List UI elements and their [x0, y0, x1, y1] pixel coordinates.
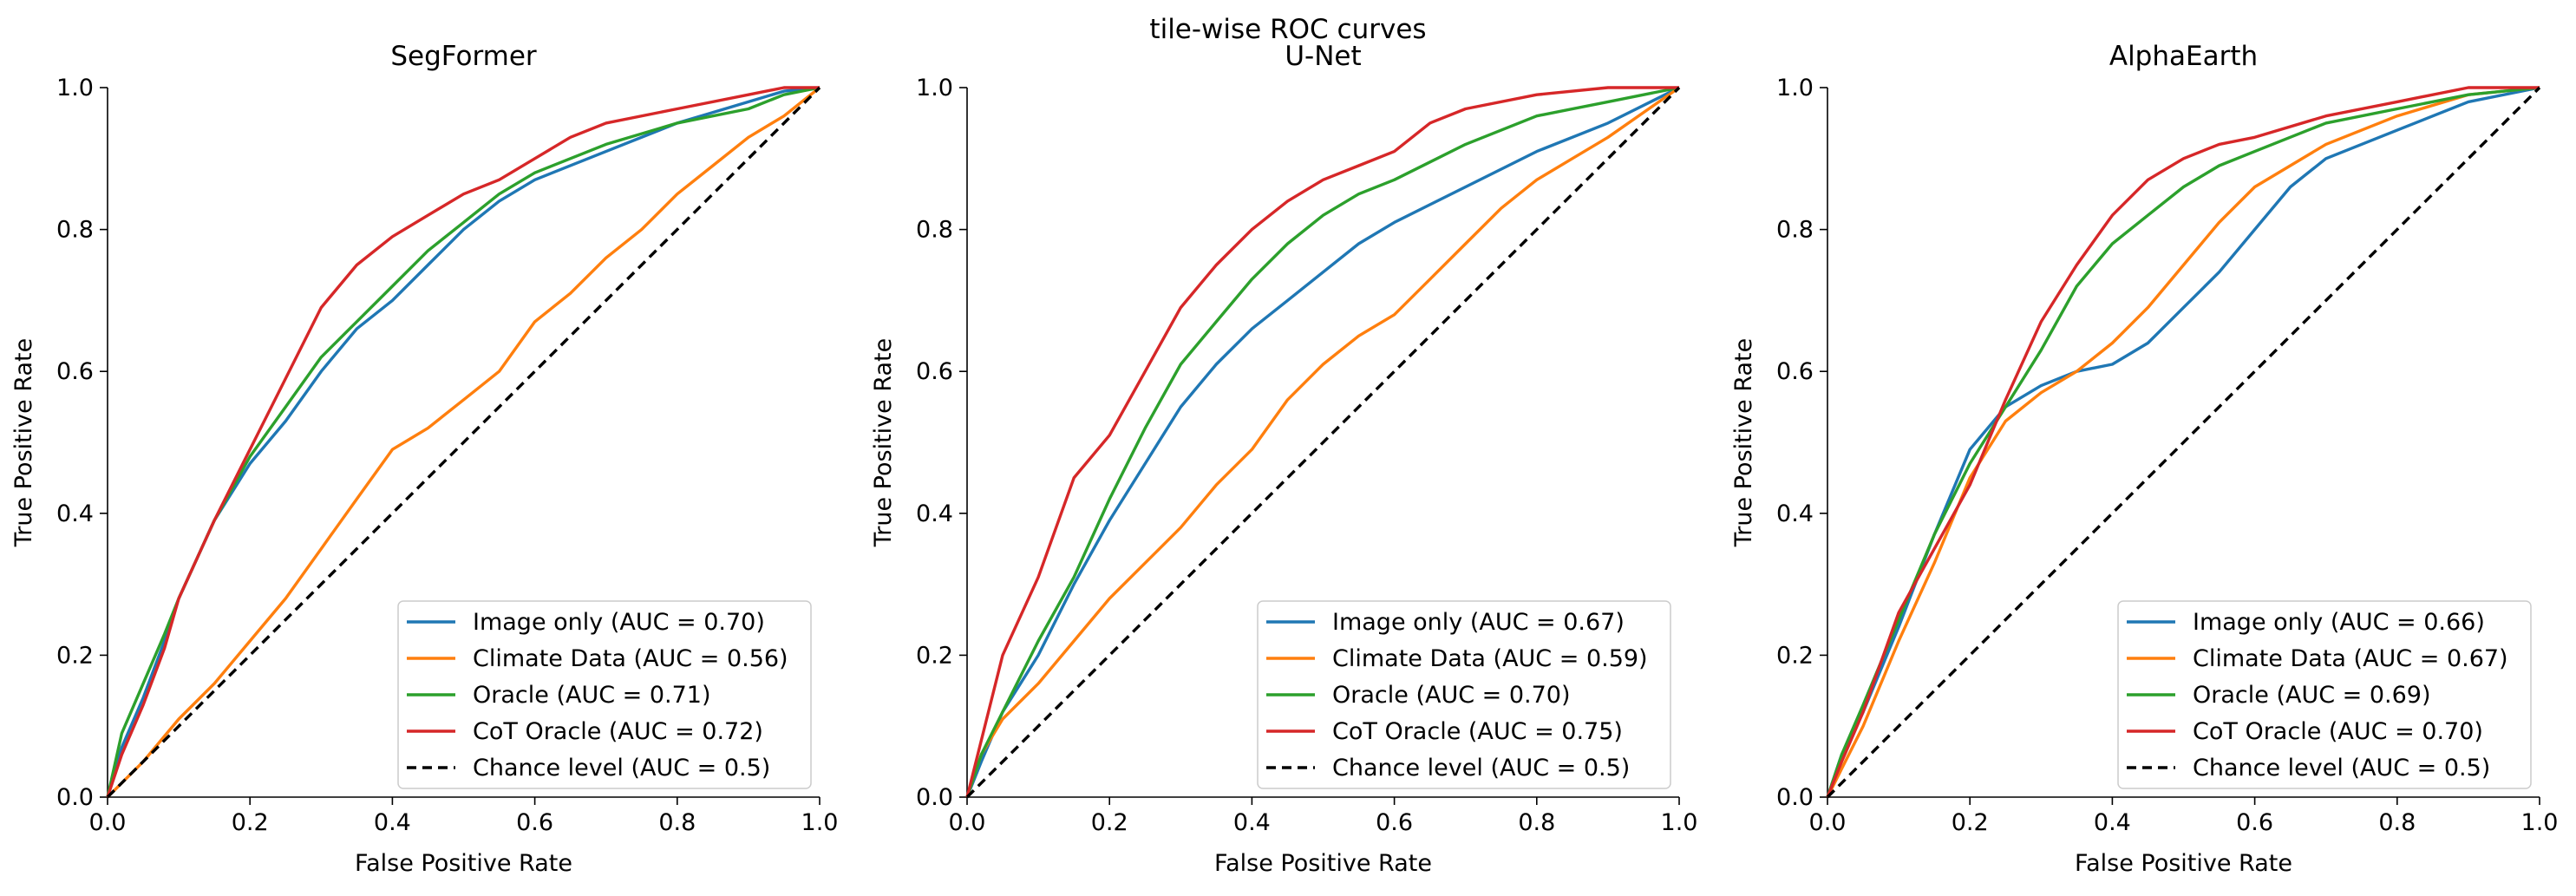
y-tick-label: 0.0: [56, 784, 94, 811]
roc-line-cot: [106, 86, 820, 798]
x-tick-label: 1.0: [2521, 809, 2559, 836]
roc-line-image: [1826, 86, 2540, 798]
roc-panel-0: SegFormer 0.0 0.2 0.4 0.6 0.8 1.0 0.0 0.2 0.4 0.6 0…: [10, 41, 838, 877]
figure-suptitle: tile-wise ROC curves: [1149, 14, 1426, 45]
x-tick-label: 0.4: [1233, 809, 1271, 836]
y-tick-label: 0.6: [1776, 358, 1814, 385]
roc-line-oracle: [1826, 86, 2540, 798]
legend-label-climate: Climate Data (AUC = 0.59): [1332, 645, 1648, 672]
x-axis-label: False Positive Rate: [2075, 850, 2292, 877]
roc-line-oracle: [106, 86, 821, 798]
legend-label-climate: Climate Data (AUC = 0.67): [2193, 645, 2508, 672]
x-tick-label: 0.0: [1809, 809, 1847, 836]
y-tick-label: 0.8: [916, 217, 953, 244]
roc-line-cot: [965, 86, 1679, 798]
legend-label-climate: Climate Data (AUC = 0.56): [473, 645, 788, 672]
x-axis-label: False Positive Rate: [355, 850, 572, 877]
roc-line-chance: [1826, 86, 2541, 799]
legend-label-image: Image only (AUC = 0.66): [2193, 609, 2485, 636]
y-tick-label: 0.2: [1776, 642, 1814, 669]
x-tick-label: 0.2: [1091, 809, 1128, 836]
x-tick-label: 1.0: [801, 809, 839, 836]
legend-box: [397, 600, 812, 789]
x-tick-label: 0.8: [1518, 809, 1555, 836]
panel-title: AlphaEarth: [2109, 41, 2258, 72]
x-tick-label: 0.6: [516, 809, 553, 836]
legend-box: [1257, 600, 1671, 789]
roc-line-climate: [965, 86, 1680, 798]
roc-line-oracle: [965, 86, 1680, 798]
legend-label-oracle: Oracle (AUC = 0.70): [1332, 682, 1571, 709]
legend-label-image: Image only (AUC = 0.67): [1332, 609, 1625, 636]
roc-panel-2: AlphaEarth 0.0 0.2 0.4 0.6 0.8 1.0 0.0 0.2 0.4 0.6…: [1730, 41, 2558, 877]
roc-line-cot: [1826, 86, 2540, 798]
x-tick-label: 0.0: [949, 809, 986, 836]
legend-label-chance: Chance level (AUC = 0.5): [1332, 755, 1630, 782]
x-tick-label: 0.4: [2094, 809, 2131, 836]
legend-label-cot: CoT Oracle (AUC = 0.72): [473, 718, 763, 745]
y-tick-label: 0.4: [1776, 500, 1814, 527]
y-axis-label: True Positive Rate: [870, 338, 897, 548]
legend-label-oracle: Oracle (AUC = 0.71): [473, 682, 711, 709]
x-tick-label: 0.0: [89, 809, 127, 836]
panel-title: SegFormer: [390, 41, 537, 72]
legend-box: [2117, 600, 2532, 789]
y-tick-label: 1.0: [1776, 75, 1814, 101]
roc-line-chance: [106, 86, 821, 799]
x-tick-label: 0.2: [232, 809, 269, 836]
x-tick-label: 0.8: [658, 809, 696, 836]
y-tick-label: 0.4: [56, 500, 94, 527]
y-tick-label: 0.6: [916, 358, 953, 385]
y-tick-label: 1.0: [56, 75, 94, 101]
y-tick-label: 0.6: [56, 358, 94, 385]
y-tick-label: 0.0: [916, 784, 953, 811]
y-axis-label: True Positive Rate: [10, 338, 37, 548]
x-axis-label: False Positive Rate: [1214, 850, 1432, 877]
x-tick-label: 1.0: [1661, 809, 1698, 836]
roc-line-chance: [965, 86, 1681, 799]
panel-title: U-Net: [1285, 41, 1361, 72]
y-axis-label: True Positive Rate: [1730, 338, 1757, 548]
roc-panel-1: U-Net 0.0 0.2 0.4 0.6 0.8 1.0 0.0 0.2 0.4 0.6 0.8 1.…: [870, 41, 1697, 877]
x-tick-label: 0.4: [374, 809, 411, 836]
y-tick-label: 0.8: [1776, 217, 1814, 244]
x-tick-label: 0.2: [1952, 809, 1989, 836]
roc-line-climate: [1826, 86, 2540, 798]
legend-label-image: Image only (AUC = 0.70): [473, 609, 765, 636]
y-tick-label: 0.4: [916, 500, 953, 527]
legend-label-oracle: Oracle (AUC = 0.69): [2193, 682, 2431, 709]
y-tick-label: 0.0: [1776, 784, 1814, 811]
y-tick-label: 0.8: [56, 217, 94, 244]
roc-line-image: [965, 86, 1680, 798]
legend-label-chance: Chance level (AUC = 0.5): [473, 755, 770, 782]
roc-line-climate: [106, 86, 821, 799]
x-tick-label: 0.6: [2236, 809, 2273, 836]
y-tick-label: 0.2: [56, 642, 94, 669]
y-tick-label: 1.0: [916, 75, 953, 101]
y-tick-label: 0.2: [916, 642, 953, 669]
legend-label-chance: Chance level (AUC = 0.5): [2193, 755, 2490, 782]
legend-label-cot: CoT Oracle (AUC = 0.75): [1332, 718, 1623, 745]
x-tick-label: 0.8: [2378, 809, 2416, 836]
x-tick-label: 0.6: [1376, 809, 1413, 836]
legend-label-cot: CoT Oracle (AUC = 0.70): [2193, 718, 2483, 745]
